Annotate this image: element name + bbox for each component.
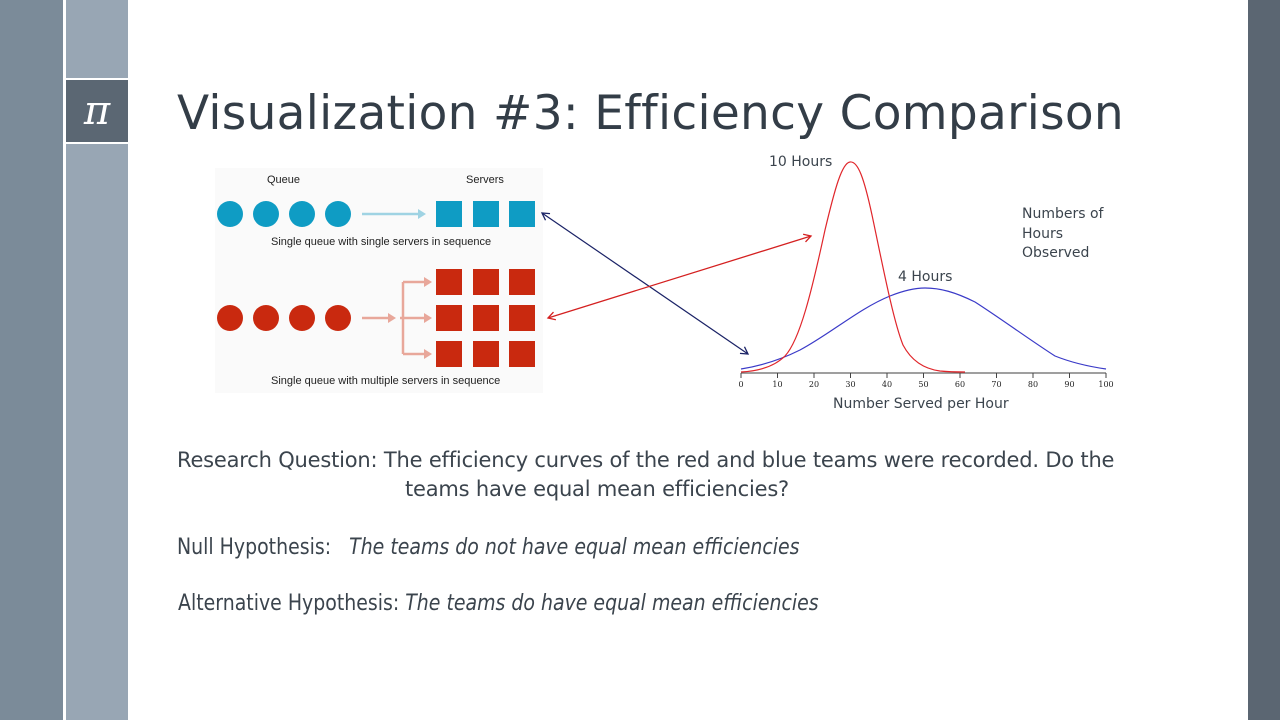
- pi-icon: π: [66, 78, 128, 144]
- research-question-text-line2: teams have equal mean efficiencies?: [405, 477, 790, 501]
- queue-circle-blue: [325, 201, 351, 227]
- research-question-text-line1: The efficiency curves of the red and blu…: [383, 448, 1115, 472]
- x-tick-label: 80: [1027, 380, 1039, 389]
- caption-multiple-servers: Single queue with multiple servers in se…: [271, 375, 501, 387]
- queue-diagram: Queue Servers Single queue with single s…: [215, 168, 543, 393]
- right-decorative-bar: [1248, 0, 1280, 720]
- caption-single-servers: Single queue with single servers in sequ…: [271, 236, 492, 248]
- x-tick-label: 20: [808, 380, 820, 389]
- research-question-label: Research Question:: [177, 448, 378, 472]
- server-square-blue: [436, 201, 462, 227]
- server-square-blue: [509, 201, 535, 227]
- queue-circle-red: [253, 305, 279, 331]
- x-tick-label: 50: [918, 380, 929, 389]
- server-square-red: [436, 305, 462, 331]
- server-square-red: [436, 269, 462, 295]
- server-square-red: [509, 341, 535, 367]
- slide-title: Visualization #3: Efficiency Comparison: [177, 86, 1125, 141]
- queue-circle-blue: [217, 201, 243, 227]
- y-axis-label-line2: Hours: [1022, 225, 1064, 242]
- x-tick-label: 70: [991, 380, 1002, 389]
- x-tick-label: 40: [881, 380, 893, 389]
- y-axis-label: Numbers of Hours Observed: [1022, 205, 1103, 264]
- x-tick-label: 10: [772, 380, 783, 389]
- x-tick-label: 60: [954, 380, 966, 389]
- red-peak-label: 10 Hours: [769, 154, 833, 170]
- server-square-red: [473, 269, 499, 295]
- queue-circle-blue: [253, 201, 279, 227]
- server-square-red: [473, 341, 499, 367]
- x-axis-label: Number Served per Hour: [833, 396, 1009, 412]
- blue-team-link-arrow: [540, 212, 750, 355]
- queue-label: Queue: [267, 174, 301, 186]
- alternative-hypothesis-label: Alternative Hypothesis:: [178, 591, 400, 616]
- server-square-red: [473, 305, 499, 331]
- alternative-hypothesis-text: The teams do have equal mean efficiencie…: [405, 591, 819, 616]
- y-axis-label-line3: Observed: [1022, 245, 1090, 261]
- alternative-hypothesis: Alternative Hypothesis: The teams do hav…: [178, 591, 819, 616]
- x-axis-ticks: [740, 373, 1107, 378]
- null-hypothesis-text: The teams do not have equal mean efficie…: [349, 535, 800, 560]
- left-decorative-bar: [0, 0, 63, 720]
- y-axis-label-line1: Numbers of: [1022, 206, 1104, 222]
- server-square-red: [509, 305, 535, 331]
- servers-label: Servers: [466, 174, 504, 186]
- x-tick-label: 100: [1098, 380, 1114, 389]
- server-square-red: [509, 269, 535, 295]
- x-tick-label: 30: [845, 380, 856, 389]
- null-hypothesis: Null Hypothesis: The teams do not have e…: [177, 535, 800, 560]
- null-hypothesis-label: Null Hypothesis:: [177, 535, 332, 560]
- queue-circle-blue: [289, 201, 315, 227]
- pi-glyph: π: [83, 88, 111, 134]
- server-square-blue: [473, 201, 499, 227]
- flow-arrow-icon: [362, 209, 426, 219]
- branch-arrow-icon: [362, 277, 432, 359]
- x-tick-label: 0: [738, 380, 744, 389]
- blue-peak-label: 4 Hours: [898, 269, 953, 285]
- x-tick-label: 90: [1064, 380, 1075, 389]
- queue-circle-red: [325, 305, 351, 331]
- red-team-link-arrow: [546, 233, 813, 321]
- queue-circle-red: [217, 305, 243, 331]
- server-square-red: [436, 341, 462, 367]
- red-team-curve: [740, 161, 966, 373]
- research-question: Research Question: The efficiency curves…: [177, 448, 1114, 472]
- left-bar-divider: [63, 0, 66, 720]
- blue-team-curve: [740, 287, 1107, 370]
- queue-circle-red: [289, 305, 315, 331]
